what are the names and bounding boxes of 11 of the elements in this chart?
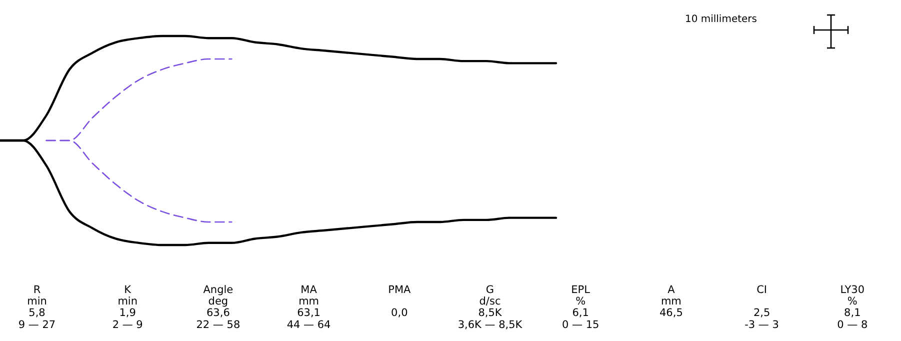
text: LY30 % 8,1 0 — 8 [837,284,868,331]
text: PMA 0,0 [388,284,412,320]
text: CI 2,5 -3 — 3 [744,284,779,331]
text: G d/sc 8,5K 3,6K — 8,5K [458,284,524,331]
text: 10 millimeters [684,14,757,25]
text: K min 1,9 2 — 9 [112,284,143,331]
text: EPL % 6,1 0 — 15 [562,284,600,331]
text: R min 5,8 9 — 27 [18,284,56,331]
text: A mm 46,5 [660,284,683,320]
text: MA mm 63,1 44 — 64 [286,284,332,331]
text: Angle deg 63,6 22 — 58 [196,284,240,331]
